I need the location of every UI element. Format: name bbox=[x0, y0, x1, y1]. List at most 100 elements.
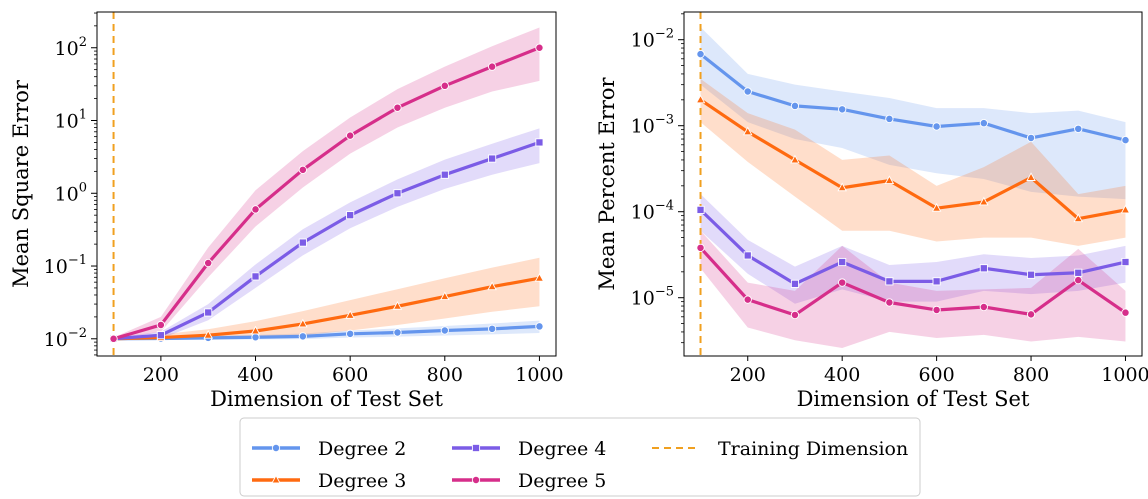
data-point-degree-5 bbox=[204, 258, 213, 268]
x-tick-label: 1000 bbox=[515, 364, 563, 386]
data-point-degree-5 bbox=[487, 62, 497, 71]
legend-entry-training-dimension: Training Dimension bbox=[652, 438, 908, 460]
data-point-degree-4 bbox=[346, 211, 355, 220]
y-axis-label: Mean Square Error bbox=[9, 79, 33, 288]
x-tick-label: 1000 bbox=[1101, 364, 1148, 386]
data-point-degree-3 bbox=[790, 154, 800, 164]
legend-label-degree-5: Degree 5 bbox=[518, 470, 606, 492]
x-tick-label: 800 bbox=[427, 364, 463, 386]
y-tick-label: 10−3 bbox=[631, 113, 674, 138]
left-plot: 200 400 600 800 1000 10−2 10−1 100 101 102 Dimensi… bbox=[9, 11, 564, 411]
data-point-degree-5 bbox=[790, 310, 800, 320]
data-point-degree-3 bbox=[931, 202, 942, 212]
x-tick-label: 200 bbox=[143, 364, 179, 386]
data-point-degree-4 bbox=[298, 238, 307, 247]
x-tick-label: 400 bbox=[824, 364, 860, 386]
plot-area bbox=[108, 12, 545, 356]
legend-marker bbox=[471, 475, 481, 485]
data-point-degree-4 bbox=[1121, 257, 1130, 267]
data-point-degree-3 bbox=[250, 325, 261, 335]
data-point-degree-3 bbox=[979, 196, 989, 206]
series-line-degree-5 bbox=[113, 46, 541, 341]
x-axis-label: Dimension of Test Set bbox=[797, 387, 1030, 411]
band-degree-4 bbox=[113, 128, 540, 340]
y-tick-label: 10−2 bbox=[631, 27, 674, 52]
y-tick-label: 102 bbox=[55, 35, 87, 60]
plot-frame bbox=[683, 11, 1143, 357]
data-point-degree-2 bbox=[487, 324, 497, 333]
data-point-degree-5 bbox=[1074, 276, 1083, 285]
x-tick-label: 600 bbox=[918, 364, 954, 386]
legend-frame bbox=[239, 417, 921, 497]
data-point-degree-5 bbox=[251, 205, 260, 214]
data-point-degree-4 bbox=[1026, 270, 1036, 279]
data-point-degree-3 bbox=[884, 175, 895, 185]
data-point-degree-3 bbox=[298, 318, 308, 328]
data-point-degree-4 bbox=[393, 189, 402, 198]
y-tick-label: 10−5 bbox=[631, 285, 674, 310]
data-point-degree-4 bbox=[696, 205, 705, 214]
data-point-degree-4 bbox=[932, 277, 941, 286]
series-line-degree-2 bbox=[113, 324, 540, 341]
band-degree-3 bbox=[113, 257, 540, 340]
legend: Degree 2 Degree 3 Degree 4 Degree 5 Trai… bbox=[239, 417, 921, 497]
data-point-degree-5 bbox=[838, 278, 847, 287]
data-point-degree-5 bbox=[393, 103, 402, 112]
legend-label-degree-3: Degree 3 bbox=[318, 470, 406, 492]
data-point-degree-4 bbox=[156, 331, 165, 340]
data-point-degree-5 bbox=[979, 302, 988, 312]
data-point-degree-5 bbox=[1121, 308, 1130, 317]
data-point-degree-3 bbox=[392, 301, 403, 310]
data-point-degree-3 bbox=[695, 94, 706, 104]
band-degree-3 bbox=[700, 78, 1126, 246]
data-point-degree-2 bbox=[743, 87, 752, 96]
band-degree-5 bbox=[700, 230, 1126, 349]
data-point-degree-4 bbox=[1074, 268, 1083, 277]
x-tick-label: 800 bbox=[1013, 364, 1049, 386]
data-point-degree-2 bbox=[1074, 124, 1083, 133]
data-point-degree-3 bbox=[1026, 172, 1036, 181]
data-point-degree-2 bbox=[535, 322, 544, 331]
data-point-degree-4 bbox=[251, 272, 260, 281]
data-point-degree-2 bbox=[251, 333, 260, 342]
data-point-degree-2 bbox=[298, 332, 307, 341]
legend-marker bbox=[471, 443, 481, 453]
y-tick-label: 100 bbox=[55, 180, 87, 205]
data-point-degree-3 bbox=[534, 272, 545, 282]
data-point-degree-4 bbox=[790, 279, 800, 288]
data-point-degree-2 bbox=[932, 122, 941, 131]
band-degree-2 bbox=[700, 27, 1126, 200]
y-axis-label: Mean Percent Error bbox=[595, 76, 619, 290]
data-point-degree-5 bbox=[440, 81, 449, 90]
x-tick-label: 600 bbox=[332, 364, 368, 386]
right-plot: 200 400 600 800 1000 10−5 10−4 10−3 10−2 Dimensio… bbox=[595, 11, 1148, 411]
data-point-degree-5 bbox=[743, 295, 752, 304]
data-point-degree-4 bbox=[204, 308, 213, 317]
plot-frame bbox=[96, 11, 557, 357]
data-point-degree-3 bbox=[1120, 204, 1131, 214]
data-point-degree-4 bbox=[838, 257, 847, 267]
plot-area bbox=[695, 12, 1131, 356]
y-tick-label: 101 bbox=[55, 108, 87, 133]
data-point-degree-2 bbox=[838, 105, 847, 114]
data-point-degree-5 bbox=[298, 165, 307, 174]
data-point-degree-3 bbox=[742, 126, 753, 136]
data-point-degree-5 bbox=[346, 131, 355, 140]
legend-marker bbox=[271, 474, 281, 484]
data-point-degree-2 bbox=[1026, 133, 1036, 143]
y-tick-label: 10−2 bbox=[44, 326, 87, 351]
data-point-degree-2 bbox=[393, 328, 402, 337]
y-tick-label: 10−4 bbox=[631, 199, 674, 224]
x-axis-label: Dimension of Test Set bbox=[210, 387, 443, 411]
data-point-degree-5 bbox=[535, 43, 544, 52]
band-degree-5 bbox=[113, 27, 540, 340]
data-point-degree-3 bbox=[440, 291, 450, 301]
data-point-degree-4 bbox=[440, 170, 449, 179]
x-tick-label: 400 bbox=[237, 364, 273, 386]
data-point-degree-5 bbox=[885, 298, 894, 307]
x-tick-label: 200 bbox=[730, 364, 766, 386]
data-point-degree-3 bbox=[1073, 213, 1084, 223]
legend-label-training-dimension: Training Dimension bbox=[718, 438, 908, 460]
data-point-degree-4 bbox=[488, 154, 497, 163]
data-point-degree-2 bbox=[790, 101, 800, 111]
